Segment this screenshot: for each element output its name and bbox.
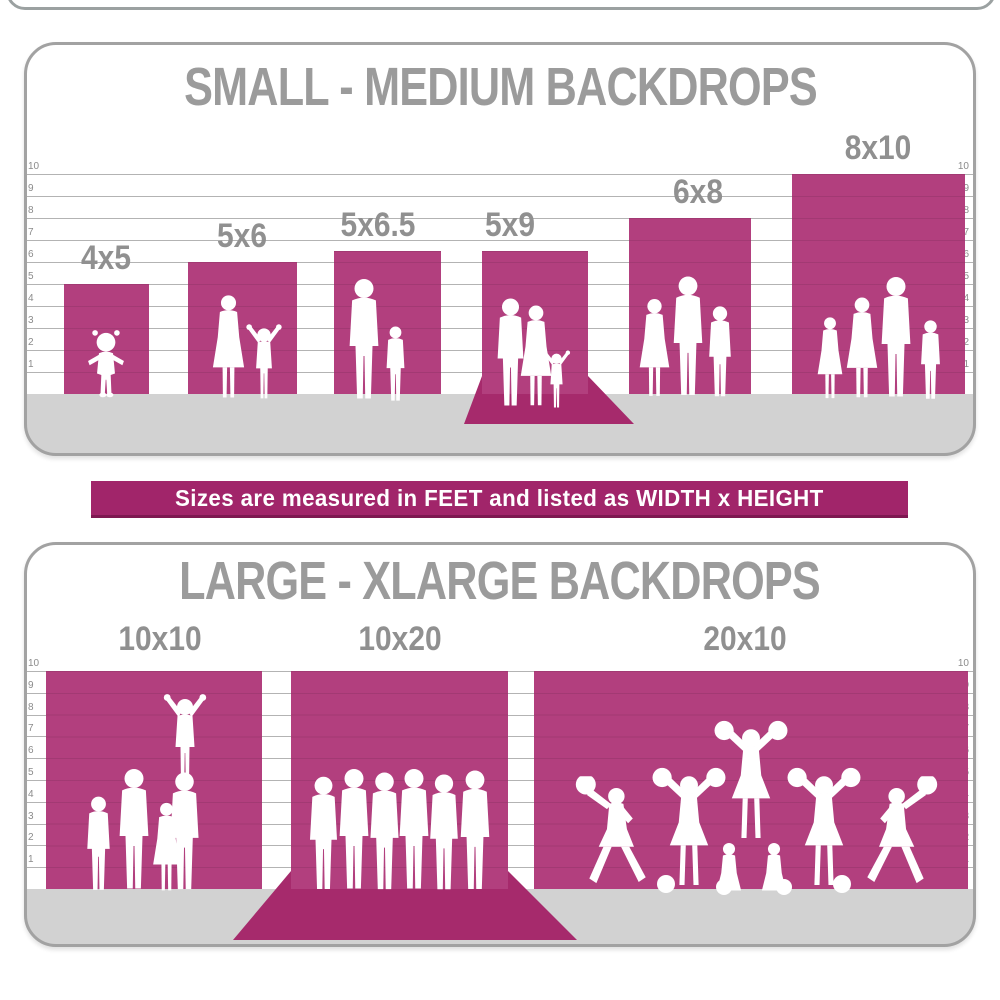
ruler-number-10-left: 10 [28, 161, 40, 172]
ruler-number-10-right: 10 [957, 161, 969, 172]
measurement-note-text: Sizes are measured in FEET and listed as… [175, 484, 824, 511]
ruler-number-1-left: 1 [28, 854, 34, 866]
large-xlarge-title: LARGE - XLARGE BACKDROPS [179, 551, 822, 611]
ruler-number-10-right: 10 [957, 658, 969, 669]
ruler-number-8-right: 8 [963, 205, 969, 216]
ruler-number-9-right: 9 [963, 183, 969, 194]
small-medium-title: SMALL - MEDIUM BACKDROPS [183, 57, 818, 117]
ruler-number-5-left: 5 [28, 767, 34, 778]
backdrop-10x10 [46, 671, 262, 889]
silhouette-man-carrying [160, 772, 209, 894]
small-medium-panel-background: 1 1 2 2 3 3 4 4 5 5 6 6 7 7 8 8 9 9 10 10 [24, 42, 976, 456]
silhouette-boy [701, 306, 739, 400]
previous-panel-bottom-edge [6, 0, 996, 10]
size-label-20x10: 20x10 [703, 620, 787, 658]
ruler-number-5-right: 5 [963, 271, 969, 282]
ruler-number-9-left: 9 [28, 183, 34, 194]
ruler-number-10-left: 10 [28, 658, 40, 669]
size-label-10x20: 10x20 [358, 620, 442, 658]
ruler-number-7-left: 7 [28, 723, 34, 735]
silhouette-cheerleader-pyramid-top [710, 719, 792, 847]
size-label-5x6: 5x6 [217, 217, 267, 255]
ruler-line-10ft [24, 174, 976, 175]
size-label-5x9: 5x9 [485, 206, 535, 244]
size-label-5x6-5: 5x6.5 [340, 206, 416, 244]
silhouette-toddler-girl [84, 322, 128, 400]
silhouette-child-arms-raised [541, 346, 572, 410]
ruler-number-6-right: 6 [963, 249, 969, 260]
ruler-line-8ft [24, 218, 976, 219]
backdrop-4x5 [64, 284, 149, 394]
ruler-number-7-left: 7 [28, 227, 34, 238]
silhouette-child-arms-raised [244, 318, 284, 402]
ruler-number-1-left: 1 [28, 359, 34, 370]
ruler-line-7ft [24, 240, 976, 241]
ruler-number-6-left: 6 [28, 745, 34, 757]
small-medium-panel: 1 1 2 2 3 3 4 4 5 5 6 6 7 7 8 8 9 9 10 10 [24, 42, 976, 456]
ruler-number-3-left: 3 [28, 315, 34, 326]
silhouette-man [450, 770, 500, 894]
ruler-number-6-left: 6 [28, 249, 34, 260]
silhouette-boy [914, 320, 947, 402]
silhouette-cheerleader-lunge [567, 776, 661, 894]
size-label-10x10: 10x10 [118, 620, 202, 658]
ruler-number-2-left: 2 [28, 337, 34, 348]
measurement-note-banner: Sizes are measured in FEET and listed as… [91, 481, 908, 518]
ruler-number-4-left: 4 [28, 788, 34, 800]
silhouette-boy [380, 326, 411, 404]
ruler-number-5-left: 5 [28, 271, 34, 282]
pom-poms-on-floor [657, 875, 851, 895]
ruler-number-1-right: 1 [963, 359, 969, 370]
ruler-line-9ft [24, 196, 976, 197]
ruler-number-2-right: 2 [963, 337, 969, 348]
size-label-6x8: 6x8 [673, 173, 723, 211]
ruler-number-3-right: 3 [963, 315, 969, 326]
ruler-number-7-right: 7 [963, 227, 969, 238]
ruler-number-2-left: 2 [28, 832, 34, 844]
silhouette-cheerleader-lunge [852, 776, 946, 894]
ruler-number-9-left: 9 [28, 679, 34, 691]
ruler-number-3-left: 3 [28, 810, 34, 822]
size-label-8x10: 8x10 [844, 129, 912, 167]
ruler-number-4-right: 4 [963, 293, 969, 304]
ruler-number-8-left: 8 [28, 701, 34, 713]
ruler-number-8-left: 8 [28, 205, 34, 216]
size-label-4x5: 4x5 [81, 239, 131, 277]
ruler-number-4-left: 4 [28, 293, 34, 304]
